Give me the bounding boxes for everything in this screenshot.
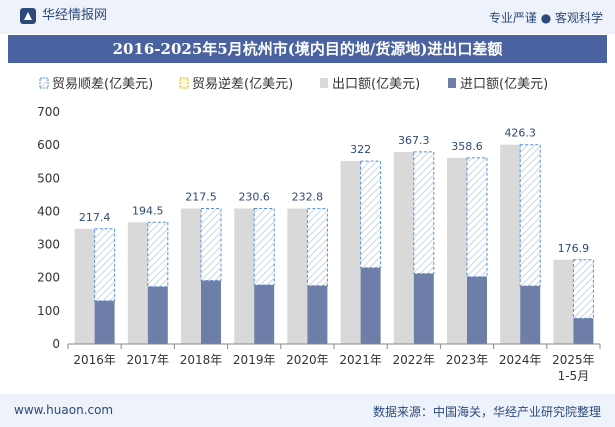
surplus-bar	[466, 157, 488, 278]
import-bar	[360, 267, 381, 344]
legend-label: 进口额(亿美元)	[460, 77, 548, 92]
surplus-bar	[147, 221, 169, 288]
import-swatch	[448, 78, 456, 88]
x-axis: 2016年 2017年 2018年 2019年 2020年 2021年 2022年 2023年…	[67, 343, 601, 383]
surplus-data-label: 230.6	[238, 191, 270, 204]
bars: 217.4 194.5 217.5 230.6 232.8 322 367.3 358.6 42…	[74, 127, 594, 344]
surplus-data-label: 367.3	[398, 134, 430, 147]
brand[interactable]: 华经情报网	[20, 8, 107, 24]
x-tick-label: 2022年	[393, 353, 436, 367]
import-bar	[520, 286, 541, 344]
slogan: 专业严谨 ● 客观科学	[488, 11, 603, 25]
brand-name: 华经情报网	[42, 8, 108, 23]
export-bar	[127, 222, 148, 344]
surplus-bar	[253, 208, 275, 286]
surplus-data-label: 217.4	[79, 211, 111, 224]
bar-chart: 贸易顺差(亿美元) 贸易逆差(亿美元) 出口额(亿美元) 进口额(亿美元) 0 100 2…	[37, 76, 601, 383]
legend: 贸易顺差(亿美元) 贸易逆差(亿美元) 出口额(亿美元) 进口额(亿美元)	[39, 76, 548, 92]
legend-item: 出口额(亿美元)	[320, 77, 420, 92]
deficit-swatch	[179, 77, 189, 89]
surplus-data-label: 176.9	[558, 242, 590, 255]
legend-item: 进口额(亿美元)	[448, 77, 548, 92]
y-tick-label: 600	[37, 138, 60, 152]
legend-label: 贸易顺差(亿美元)	[52, 77, 153, 92]
category-group: 217.4	[74, 211, 116, 344]
top-bar: 华经情报网 专业严谨 ● 客观科学	[0, 0, 615, 34]
surplus-swatch	[39, 77, 49, 89]
x-tick-label: 2025年	[552, 353, 595, 367]
category-group: 426.3	[500, 127, 541, 344]
surplus-bar	[572, 259, 594, 319]
import-bar	[201, 280, 221, 344]
huaon-logo-icon	[20, 8, 36, 24]
export-bar	[340, 161, 361, 344]
export-bar	[553, 259, 574, 344]
export-bar	[500, 144, 521, 344]
x-tick-label: 2016年	[73, 353, 116, 367]
category-group: 232.8	[287, 191, 328, 344]
y-axis: 0 100 200 300 400 500 600 700	[37, 105, 60, 351]
import-bar	[307, 285, 328, 344]
y-tick-label: 700	[37, 105, 60, 119]
export-bar	[74, 228, 95, 344]
surplus-data-label: 232.8	[292, 191, 324, 204]
x-tick-label: 2023年	[446, 353, 489, 367]
category-group: 176.9	[553, 242, 594, 344]
import-bar	[467, 276, 487, 344]
y-tick-label: 400	[37, 204, 60, 218]
surplus-data-label: 426.3	[504, 127, 536, 140]
import-bar	[413, 273, 434, 344]
category-group: 322	[340, 143, 382, 344]
import-bar	[254, 284, 275, 344]
legend-label: 贸易逆差(亿美元)	[192, 76, 293, 92]
category-group: 194.5	[127, 204, 169, 344]
site-link[interactable]: www.huaon.com	[14, 403, 114, 417]
import-bar	[94, 300, 115, 344]
y-tick-label: 300	[37, 238, 60, 252]
x-tick-label: 2017年	[127, 353, 170, 367]
x-tick-label: 2024年	[499, 353, 542, 367]
export-bar	[234, 208, 255, 344]
export-bar	[393, 151, 414, 344]
legend-item: 贸易逆差(亿美元)	[179, 76, 293, 92]
export-bar	[181, 208, 201, 344]
data-source: 数据来源：中国海关，华经产业研究院整理	[372, 405, 601, 419]
category-group: 217.5	[181, 191, 222, 344]
y-tick-label: 100	[37, 304, 60, 318]
x-tick-label: 2020年	[286, 353, 329, 367]
surplus-data-label: 217.5	[185, 191, 217, 204]
y-tick-label: 500	[37, 171, 60, 185]
surplus-bar	[413, 151, 435, 275]
surplus-data-label: 322	[350, 143, 371, 156]
x-tick-label: 2018年	[180, 353, 223, 367]
x-tick-label: 2021年	[339, 353, 382, 367]
x-tick-label: 2019年	[233, 353, 276, 367]
surplus-bar	[360, 160, 382, 269]
export-swatch	[320, 78, 328, 88]
surplus-bar	[306, 208, 328, 287]
legend-item: 贸易顺差(亿美元)	[39, 77, 153, 92]
x-tick-label: 1-5月	[558, 369, 590, 383]
surplus-data-label: 358.6	[451, 140, 483, 153]
export-bar	[447, 157, 467, 344]
chart-title: 2016-2025年5月杭州市(境内目的地/货源地)进出口差额	[8, 35, 607, 63]
legend-label: 出口额(亿美元)	[332, 77, 420, 92]
surplus-data-label: 194.5	[132, 204, 164, 217]
export-bar	[287, 208, 308, 344]
y-tick-label: 200	[37, 271, 60, 285]
surplus-bar	[200, 208, 222, 282]
category-group: 358.6	[447, 140, 488, 344]
category-group: 367.3	[393, 134, 435, 344]
surplus-bar	[94, 228, 116, 302]
category-group: 230.6	[234, 191, 275, 344]
import-bar	[573, 318, 594, 344]
import-bar	[147, 286, 168, 344]
y-tick-label: 0	[52, 337, 60, 351]
footer: www.huaon.com 数据来源：中国海关，华经产业研究院整理	[0, 394, 615, 427]
surplus-bar	[519, 144, 541, 287]
